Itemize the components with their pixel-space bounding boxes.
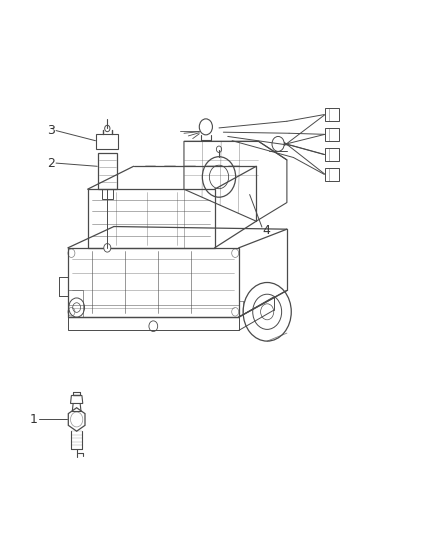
Circle shape: [104, 244, 111, 252]
Text: 1: 1: [29, 413, 37, 426]
Text: 3: 3: [47, 124, 55, 137]
Text: 2: 2: [47, 157, 55, 169]
Text: 4: 4: [263, 224, 271, 237]
